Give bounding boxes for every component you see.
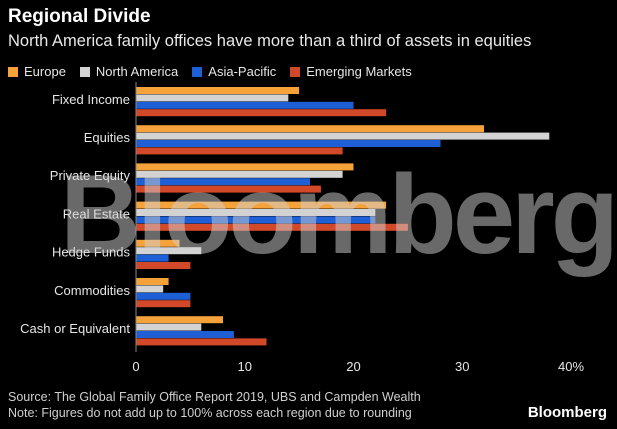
bar-hedge-funds-north-america (136, 247, 202, 255)
chart-subtitle: North America family offices have more t… (8, 32, 532, 50)
bar-cash-or-equivalent-north-america (136, 323, 202, 331)
chart-title: Regional Divide (8, 6, 151, 27)
legend-item-north-america: North America (79, 64, 179, 79)
x-tick-label-30: 30 (455, 359, 469, 374)
category-label-hedge-funds: Hedge Funds (52, 245, 131, 260)
rounding-note: Note: Figures do not add up to 100% acro… (8, 406, 412, 420)
x-tick-label-0: 0 (132, 359, 139, 374)
x-tick-label-40: 40% (558, 359, 584, 374)
bar-private-equity-emerging-markets (136, 185, 321, 193)
bar-fixed-income-north-america (136, 94, 289, 102)
category-label-commodities: Commodities (54, 283, 130, 298)
bar-real-estate-europe (136, 201, 387, 209)
bar-real-estate-asia-pacific (136, 216, 376, 224)
category-label-private-equity: Private Equity (50, 168, 131, 183)
legend-swatch-north-america (79, 66, 90, 77)
bar-equities-asia-pacific (136, 140, 441, 147)
category-label-cash-or-equivalent: Cash or Equivalent (20, 321, 130, 336)
legend-swatch-europe (8, 66, 18, 77)
bar-private-equity-europe (136, 163, 354, 171)
legend-label-north-america: North America (95, 64, 179, 79)
source-note: Source: The Global Family Office Report … (8, 390, 421, 404)
legend: Europe North America Asia-Pacific Emergi… (8, 64, 412, 79)
bar-fixed-income-asia-pacific (136, 101, 354, 109)
category-label-real-estate: Real Estate (63, 206, 130, 221)
bar-private-equity-asia-pacific (136, 178, 310, 186)
bar-real-estate-north-america (136, 209, 376, 216)
legend-label-europe: Europe (24, 64, 66, 79)
bar-hedge-funds-emerging-markets (136, 262, 191, 269)
bar-commodities-europe (136, 278, 169, 285)
legend-label-emerging-markets: Emerging Markets (306, 64, 412, 79)
category-label-equities: Equities (84, 130, 131, 145)
legend-swatch-emerging-markets (290, 66, 301, 77)
legend-label-asia-pacific: Asia-Pacific (208, 64, 277, 79)
x-tick-label-10: 10 (238, 359, 252, 374)
bar-commodities-emerging-markets (136, 300, 191, 308)
bar-equities-europe (136, 125, 484, 133)
bar-private-equity-north-america (136, 170, 343, 178)
legend-swatch-asia-pacific (192, 66, 203, 77)
legend-item-asia-pacific: Asia-Pacific (192, 64, 276, 79)
bloomberg-logo: Bloomberg (527, 404, 607, 421)
bar-cash-or-equivalent-emerging-markets (136, 338, 267, 346)
bar-fixed-income-emerging-markets (136, 109, 387, 117)
bar-commodities-asia-pacific (136, 292, 191, 300)
bar-equities-north-america (136, 132, 550, 140)
bar-cash-or-equivalent-europe (136, 316, 223, 324)
bar-cash-or-equivalent-asia-pacific (136, 331, 234, 338)
x-tick-label-20: 20 (346, 359, 360, 374)
bar-hedge-funds-asia-pacific (136, 254, 169, 262)
bar-commodities-north-america (136, 285, 164, 293)
bar-hedge-funds-europe (136, 239, 180, 247)
bar-equities-emerging-markets (136, 147, 343, 155)
legend-item-emerging-markets: Emerging Markets (290, 64, 412, 79)
bar-real-estate-emerging-markets (136, 223, 408, 231)
bar-fixed-income-europe (136, 87, 300, 94)
legend-item-europe: Europe (8, 64, 66, 79)
category-label-fixed-income: Fixed Income (52, 92, 130, 107)
